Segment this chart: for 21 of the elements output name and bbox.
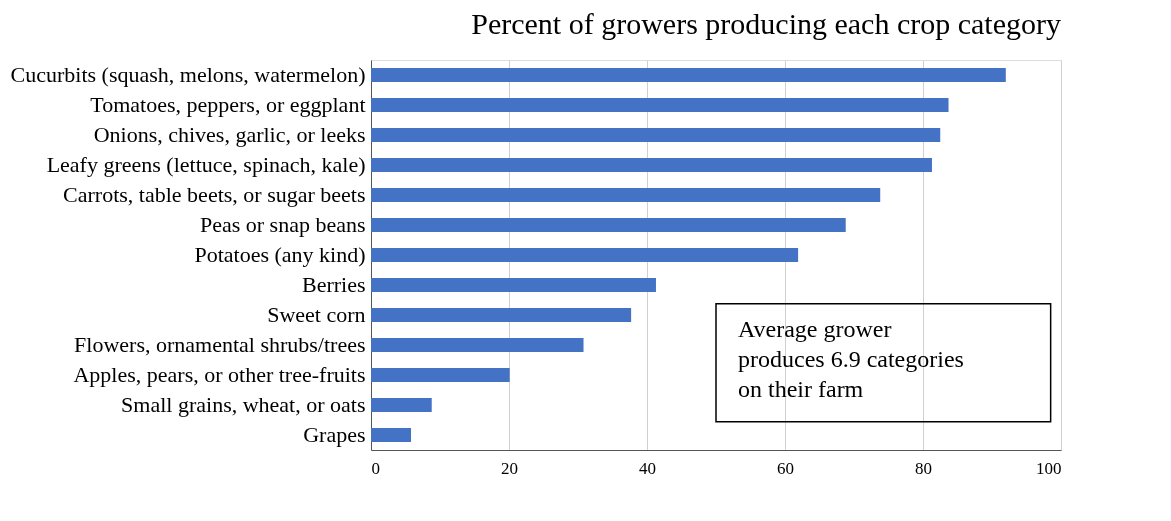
x-tick-label: 80 [915, 458, 932, 478]
y-tick-label: Onions, chives, garlic, or leeks [93, 122, 366, 147]
y-tick-label: Cucurbits (squash, melons, watermelon) [10, 62, 366, 87]
y-tick-label: Apples, pears, or other tree-fruits [73, 362, 366, 387]
y-tick-label: Berries [301, 272, 366, 297]
chart-title: Percent of growers producing each crop category [471, 7, 1061, 40]
y-tick-label: Grapes [303, 422, 366, 447]
y-tick-label: Flowers, ornamental shrubs/trees [74, 332, 366, 357]
x-tick-label: 20 [501, 458, 518, 478]
x-tick-label: 40 [639, 458, 656, 478]
y-tick-label: Sweet corn [267, 302, 366, 327]
x-tick-label: 0 [371, 458, 380, 478]
y-tick-label: Carrots, table beets, or sugar beets [63, 182, 366, 207]
x-tick-label: 100 [1036, 458, 1062, 478]
y-tick-label: Small grains, wheat, or oats [121, 392, 366, 417]
annotation: Average grower produces 6.9 categories on their farm [738, 315, 964, 402]
y-tick-label: Tomatoes, peppers, or eggplant [90, 92, 366, 117]
x-tick-label: 60 [777, 458, 794, 478]
y-tick-label: Peas or snap beans [199, 212, 366, 237]
y-tick-label: Leafy greens (lettuce, spinach, kale) [46, 152, 366, 177]
y-tick-label: Potatoes (any kind) [194, 242, 366, 267]
